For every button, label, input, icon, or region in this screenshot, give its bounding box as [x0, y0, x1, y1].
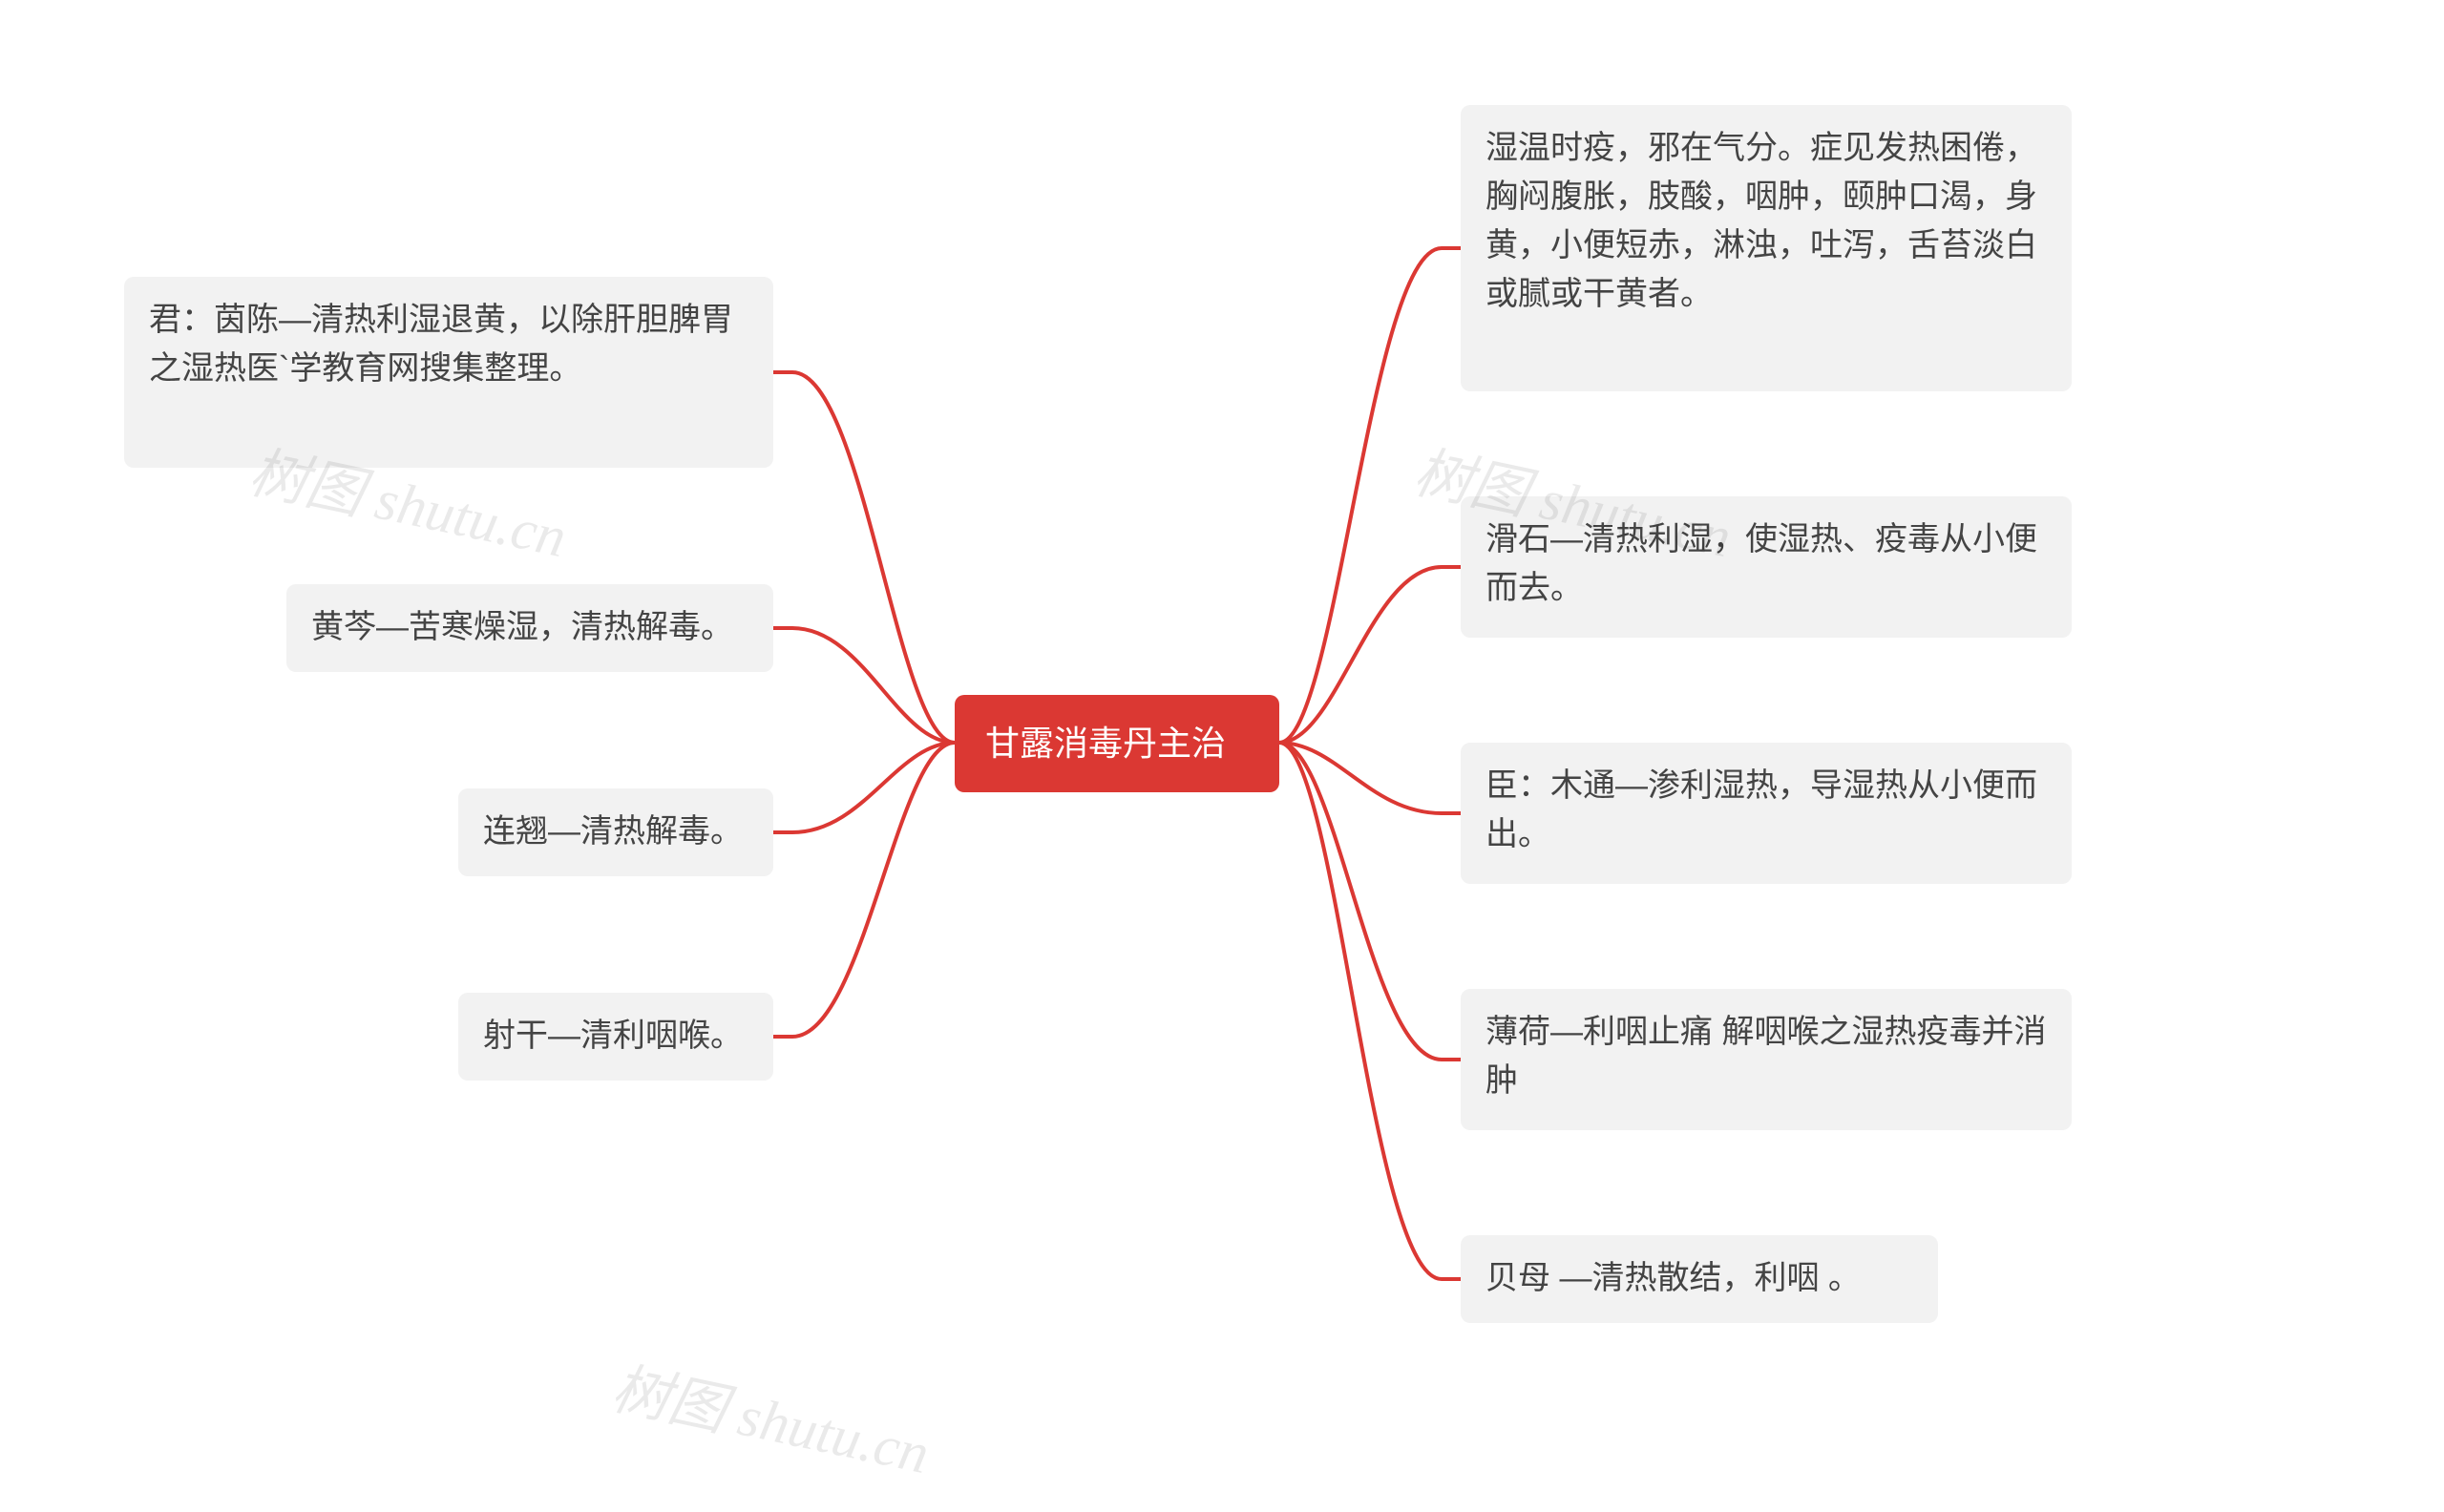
left-node-4[interactable]: 射干—清利咽喉。 [458, 993, 773, 1081]
left-node-2[interactable]: 黄芩—苦寒燥湿，清热解毒。 [286, 584, 773, 672]
left-node-1[interactable]: 君：茵陈—清热利湿退黄，以除肝胆脾胃之湿热医`学教育网搜集整理。 [124, 277, 773, 468]
right-node-3[interactable]: 臣：木通—渗利湿热，导湿热从小便而出。 [1461, 743, 2072, 884]
left-node-3[interactable]: 连翘—清热解毒。 [458, 788, 773, 876]
right-node-2[interactable]: 滑石—清热利湿，使湿热、疫毒从小便而去。 [1461, 496, 2072, 638]
right-node-5[interactable]: 贝母 —清热散结，利咽 。 [1461, 1235, 1938, 1323]
right-node-4[interactable]: 薄荷—利咽止痛 解咽喉之湿热疫毒并消肿 [1461, 989, 2072, 1130]
center-node[interactable]: 甘露消毒丹主治 [955, 695, 1279, 792]
right-node-1[interactable]: 湿温时疫，邪在气分。症见发热困倦，胸闷腹胀，肢酸，咽肿，颐肿口渴，身黄，小便短赤… [1461, 105, 2072, 391]
watermark-3: 树图 shutu.cn [606, 1342, 938, 1490]
